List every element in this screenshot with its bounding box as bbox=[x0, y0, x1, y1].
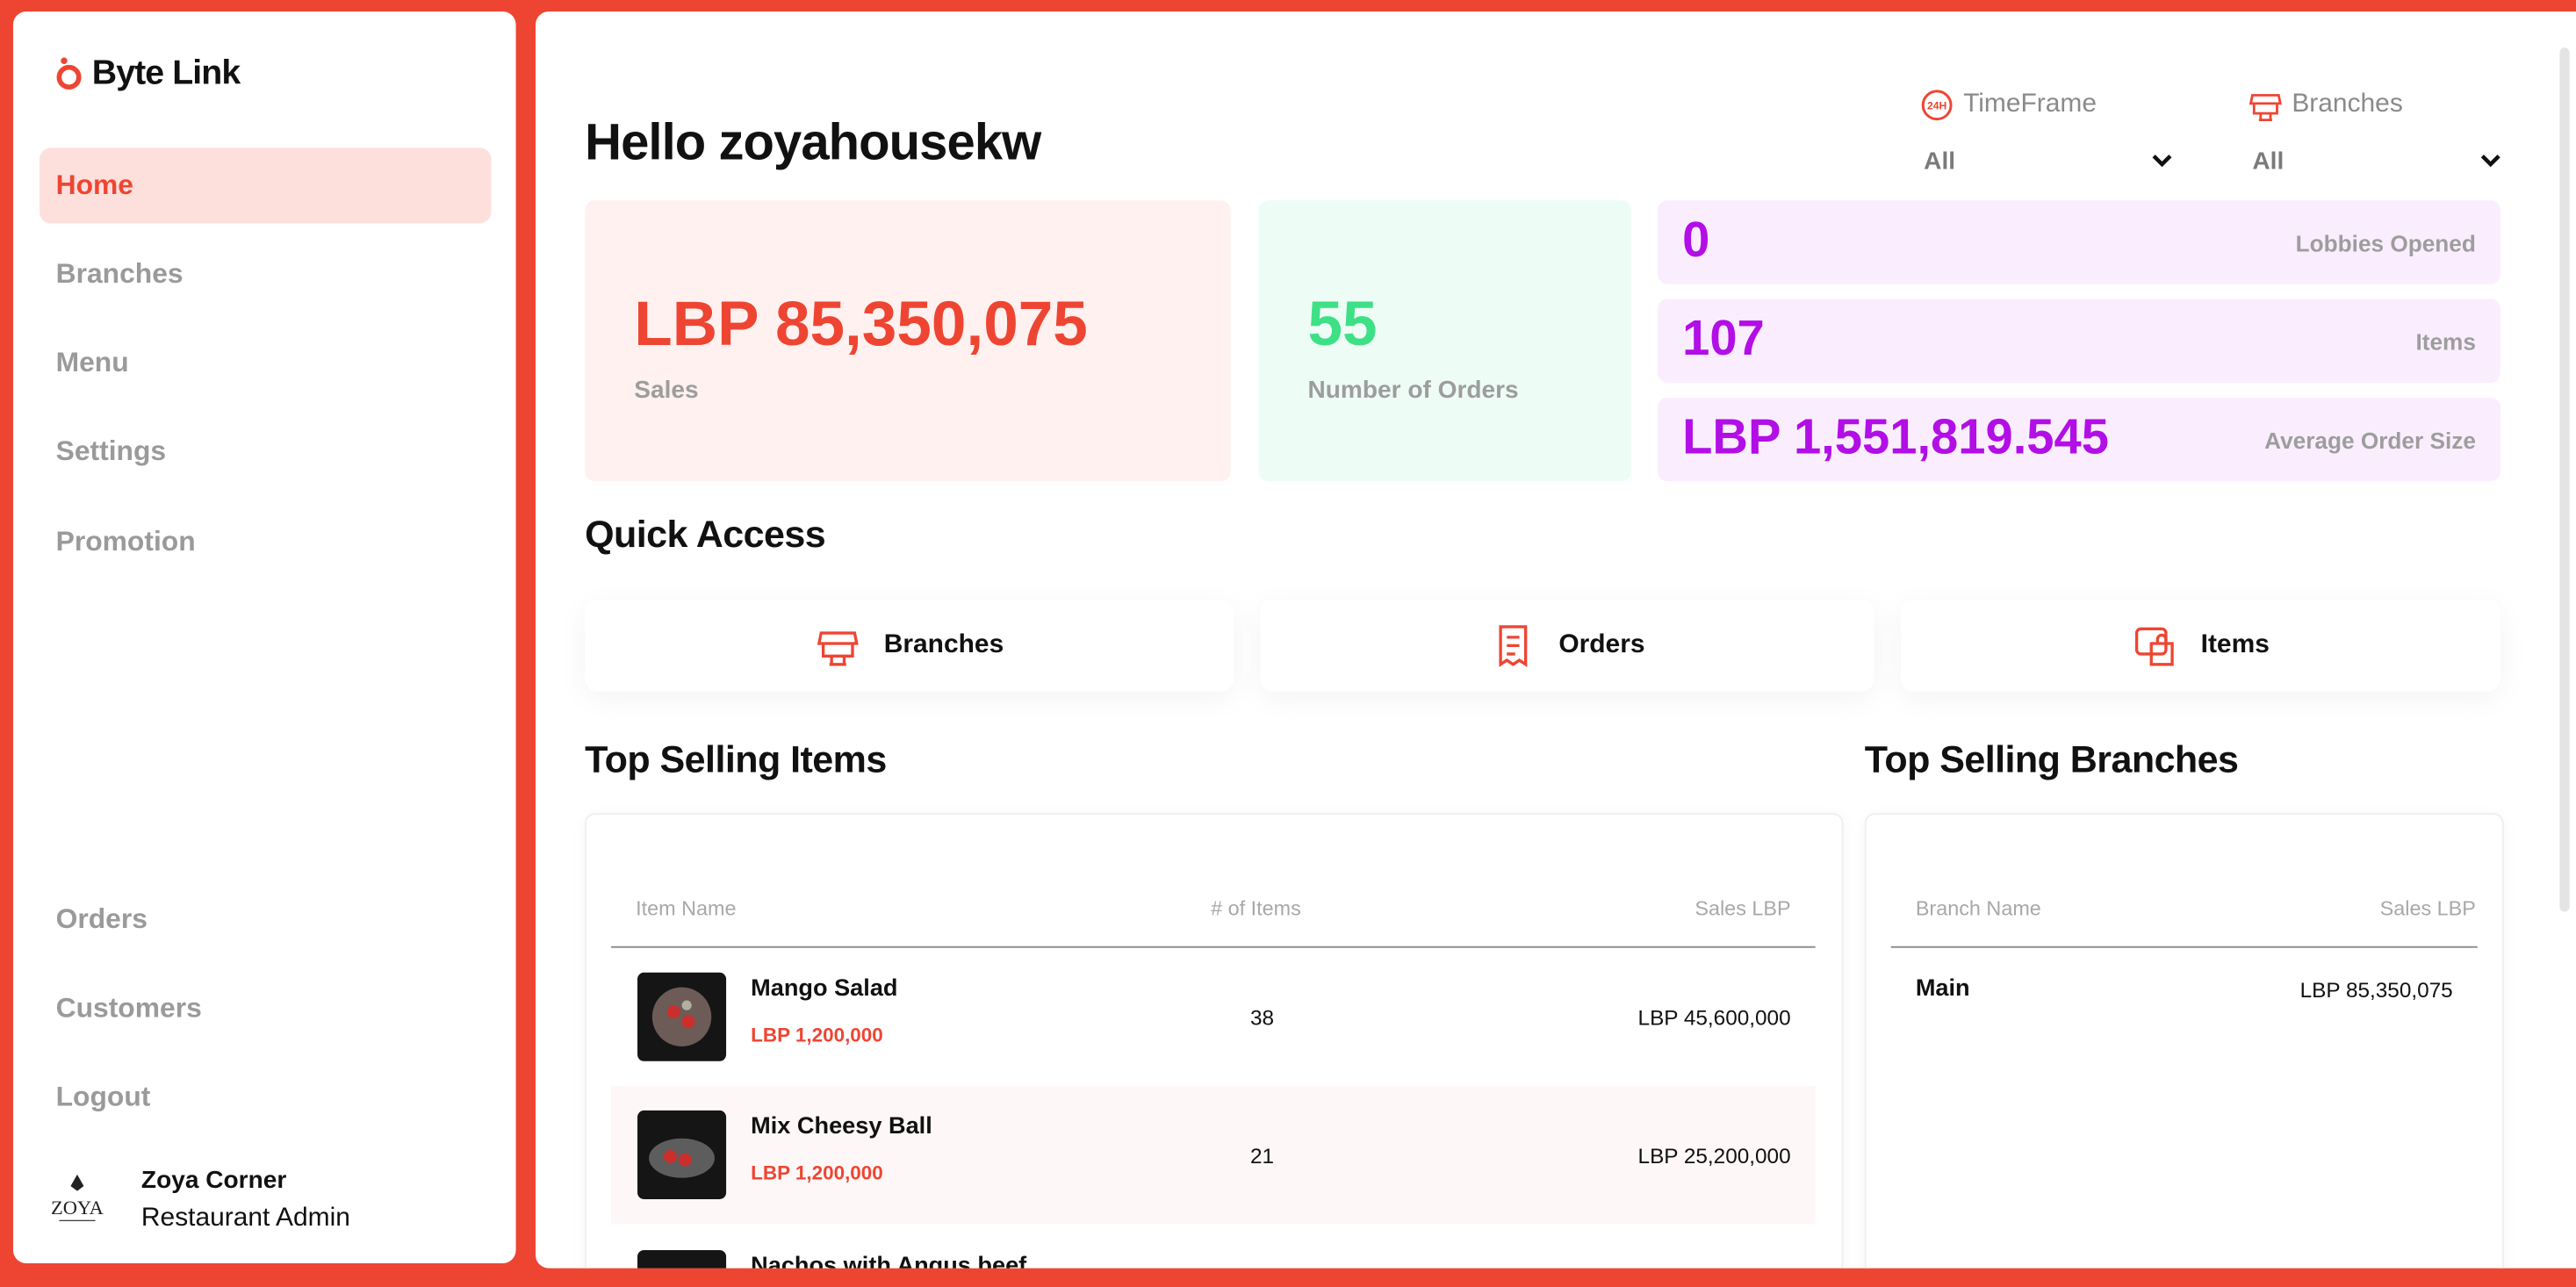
column-header: Branch Name bbox=[1915, 896, 2041, 920]
filter-value[interactable]: All bbox=[1924, 147, 1956, 176]
svg-text:ZOYA: ZOYA bbox=[51, 1197, 104, 1219]
profile-logo: ZOYA bbox=[51, 1174, 104, 1221]
dropdown-chevron[interactable] bbox=[2479, 153, 2502, 169]
nav-item[interactable]: Orders bbox=[55, 903, 148, 935]
item-image bbox=[637, 1249, 727, 1269]
nav-item[interactable]: Logout bbox=[55, 1081, 151, 1112]
icon bbox=[2134, 627, 2173, 666]
logo-text: Byte Link bbox=[91, 54, 241, 92]
section-title: Quick Access bbox=[585, 512, 826, 556]
filter-label: TimeFrame bbox=[1963, 90, 2097, 119]
stat-label: Sales bbox=[634, 376, 699, 405]
column-header: Sales LBP bbox=[1695, 896, 1791, 920]
column-header: Sales LBP bbox=[2379, 896, 2476, 920]
stat-small-card: 0 Lobbies Opened bbox=[1658, 200, 2500, 284]
nav-item[interactable]: Branches bbox=[55, 257, 183, 290]
logo-icon bbox=[56, 57, 82, 90]
stat-label: Lobbies Opened bbox=[2295, 229, 2476, 256]
filter-value[interactable]: All bbox=[2252, 147, 2285, 176]
item-count: 38 bbox=[1249, 1005, 1275, 1031]
quick-access-label[interactable]: Orders bbox=[1558, 630, 1645, 659]
item-price: LBP 1,200,000 bbox=[751, 1023, 883, 1046]
sales-card: LBP 85,350,075 Sales bbox=[585, 200, 1231, 482]
stat-small-card: LBP 1,551,819.545 Average Order Size bbox=[1658, 397, 2500, 482]
item-sales: LBP 45,600,000 bbox=[1637, 1005, 1791, 1031]
header-divider bbox=[1890, 945, 2478, 948]
item-sales: LBP 25,200,000 bbox=[1637, 1143, 1791, 1168]
column-header: # of Items bbox=[1211, 896, 1301, 920]
sidebar: Byte Link Home Branches Menu Settings Pr… bbox=[12, 11, 516, 1263]
orders-card: 55 Number of Orders bbox=[1258, 200, 1632, 482]
branch-name: Main bbox=[1915, 975, 1970, 1003]
quick-access-label[interactable]: Branches bbox=[883, 630, 1004, 659]
quick-access-button[interactable]: Items bbox=[1900, 599, 2500, 692]
top-items-table: Item Name # of Items Sales LBP Mango Sal… bbox=[585, 813, 1844, 1269]
stat-label: Items bbox=[2415, 328, 2476, 356]
stat-label: Average Order Size bbox=[2264, 427, 2476, 454]
top-branches-table: Branch Name Sales LBP Main LBP 85,350,07… bbox=[1864, 813, 2504, 1269]
row-highlight bbox=[611, 1085, 1816, 1225]
icon bbox=[1498, 625, 1527, 667]
section-title: Top Selling Branches bbox=[1864, 737, 2239, 780]
item-name: Mango Salad bbox=[751, 975, 898, 1003]
svg-text:24H: 24H bbox=[1927, 99, 1946, 111]
column-header: Item Name bbox=[636, 896, 737, 920]
quick-access-label[interactable]: Items bbox=[2200, 630, 2270, 659]
nav-active-bg bbox=[39, 147, 492, 224]
filter-label: Branches bbox=[2292, 90, 2403, 119]
item-image bbox=[637, 1110, 727, 1199]
nav-item[interactable]: Promotion bbox=[55, 525, 196, 557]
timeframe-icon: 24H bbox=[1921, 90, 1953, 121]
branch-sales: LBP 85,350,075 bbox=[2299, 977, 2453, 1003]
quick-access-button[interactable]: Orders bbox=[1260, 599, 1875, 692]
header-divider bbox=[611, 945, 1816, 948]
profile-name: Zoya Corner bbox=[140, 1166, 287, 1195]
item-image bbox=[637, 972, 727, 1061]
nav-item[interactable]: Menu bbox=[55, 346, 129, 378]
scrollbar bbox=[2559, 47, 2570, 912]
item-name: Nachos with Angus beef bbox=[751, 1253, 1027, 1269]
item-name: Mix Cheesy Ball bbox=[751, 1113, 932, 1140]
item-count: 21 bbox=[1249, 1143, 1275, 1168]
stat-value: LBP 85,350,075 bbox=[634, 291, 1088, 360]
greeting: Hello zoyahousekw bbox=[585, 113, 1041, 171]
main-panel: Hello zoyahousekw 24H TimeFrame All Bran… bbox=[536, 11, 2576, 1269]
nav-item[interactable]: Home bbox=[55, 169, 134, 201]
profile-role: Restaurant Admin bbox=[140, 1204, 350, 1233]
quick-access-button[interactable]: Branches bbox=[585, 599, 1234, 692]
branches-icon bbox=[2249, 94, 2282, 122]
nav-item[interactable]: Settings bbox=[55, 435, 167, 467]
stat-value: LBP 1,551,819.545 bbox=[1682, 410, 2109, 465]
stat-label: Number of Orders bbox=[1307, 376, 1519, 405]
stat-value: 55 bbox=[1307, 291, 1378, 360]
dropdown-chevron[interactable] bbox=[2150, 153, 2173, 169]
logo: Byte Link bbox=[56, 54, 241, 94]
stat-small-card: 107 Items bbox=[1658, 298, 2500, 383]
section-title: Top Selling Items bbox=[585, 737, 887, 780]
icon bbox=[817, 631, 859, 666]
item-price: LBP 1,200,000 bbox=[751, 1161, 883, 1185]
stat-value: 107 bbox=[1682, 312, 1765, 367]
stat-value: 0 bbox=[1682, 213, 1710, 269]
nav-item[interactable]: Customers bbox=[55, 992, 202, 1024]
